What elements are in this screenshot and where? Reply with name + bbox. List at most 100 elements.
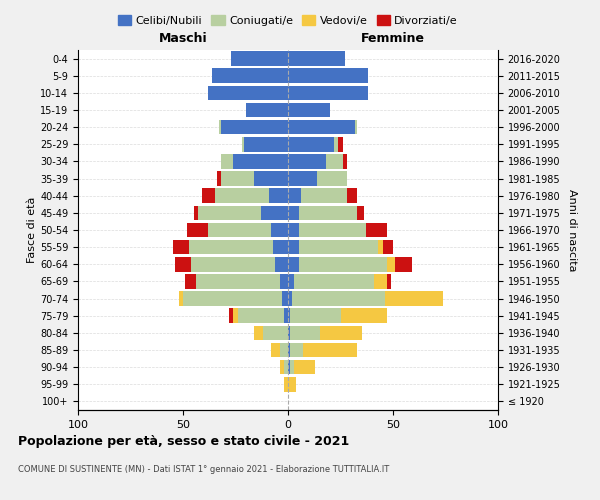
Bar: [288, 308, 290, 323]
Bar: [271, 222, 288, 238]
Bar: [282, 292, 288, 306]
Bar: [288, 257, 299, 272]
Bar: [295, 274, 374, 288]
Bar: [288, 154, 326, 168]
Bar: [232, 52, 288, 66]
Bar: [374, 274, 387, 288]
Bar: [288, 240, 299, 254]
Bar: [288, 292, 292, 306]
Bar: [208, 222, 271, 238]
Bar: [343, 154, 347, 168]
Bar: [187, 222, 208, 238]
Bar: [280, 342, 288, 357]
Bar: [366, 222, 387, 238]
Legend: Celibi/Nubili, Coniugati/e, Vedovi/e, Divorziati/e: Celibi/Nubili, Coniugati/e, Vedovi/e, Di…: [113, 10, 463, 30]
Bar: [233, 154, 288, 168]
Bar: [334, 137, 338, 152]
Bar: [299, 257, 387, 272]
Bar: [288, 172, 317, 186]
Bar: [387, 274, 391, 288]
Bar: [217, 172, 221, 186]
Bar: [358, 206, 364, 220]
Bar: [183, 292, 282, 306]
Bar: [326, 154, 343, 168]
Y-axis label: Anni di nascita: Anni di nascita: [567, 188, 577, 271]
Bar: [244, 137, 288, 152]
Bar: [355, 120, 358, 134]
Bar: [246, 102, 288, 118]
Bar: [233, 308, 238, 323]
Bar: [280, 274, 288, 288]
Bar: [299, 222, 366, 238]
Bar: [280, 360, 284, 374]
Bar: [221, 120, 288, 134]
Bar: [193, 206, 198, 220]
Bar: [288, 342, 290, 357]
Bar: [218, 120, 221, 134]
Bar: [254, 172, 288, 186]
Text: COMUNE DI SUSTINENTE (MN) - Dati ISTAT 1° gennaio 2021 - Elaborazione TUTTITALIA: COMUNE DI SUSTINENTE (MN) - Dati ISTAT 1…: [18, 465, 389, 474]
Bar: [341, 308, 387, 323]
Bar: [290, 326, 320, 340]
Bar: [221, 154, 233, 168]
Bar: [190, 240, 274, 254]
Bar: [175, 257, 191, 272]
Bar: [290, 308, 341, 323]
Bar: [229, 308, 233, 323]
Bar: [295, 360, 316, 374]
Bar: [254, 326, 263, 340]
Bar: [172, 240, 189, 254]
Bar: [288, 360, 290, 374]
Text: Maschi: Maschi: [158, 32, 208, 45]
Bar: [347, 188, 358, 203]
Bar: [288, 68, 368, 83]
Bar: [292, 292, 385, 306]
Bar: [385, 292, 443, 306]
Text: Femmine: Femmine: [361, 32, 425, 45]
Bar: [284, 377, 288, 392]
Bar: [299, 240, 379, 254]
Bar: [288, 137, 334, 152]
Bar: [299, 206, 358, 220]
Bar: [288, 102, 330, 118]
Bar: [260, 206, 288, 220]
Bar: [242, 137, 244, 152]
Bar: [303, 342, 358, 357]
Bar: [269, 188, 288, 203]
Bar: [198, 206, 260, 220]
Bar: [275, 257, 288, 272]
Bar: [284, 360, 288, 374]
Bar: [288, 86, 368, 100]
Bar: [284, 308, 288, 323]
Bar: [288, 188, 301, 203]
Bar: [271, 342, 280, 357]
Bar: [379, 240, 383, 254]
Bar: [338, 137, 343, 152]
Bar: [215, 188, 269, 203]
Bar: [288, 274, 295, 288]
Bar: [191, 257, 275, 272]
Y-axis label: Fasce di età: Fasce di età: [27, 197, 37, 263]
Bar: [288, 52, 345, 66]
Bar: [202, 188, 215, 203]
Bar: [288, 206, 299, 220]
Bar: [290, 342, 303, 357]
Bar: [301, 188, 347, 203]
Bar: [179, 292, 183, 306]
Bar: [288, 120, 355, 134]
Bar: [288, 326, 290, 340]
Bar: [383, 240, 393, 254]
Bar: [317, 172, 347, 186]
Bar: [387, 257, 395, 272]
Bar: [288, 377, 296, 392]
Bar: [320, 326, 361, 340]
Bar: [221, 172, 254, 186]
Bar: [196, 274, 280, 288]
Bar: [212, 68, 288, 83]
Bar: [238, 308, 284, 323]
Bar: [274, 240, 288, 254]
Bar: [288, 222, 299, 238]
Bar: [263, 326, 288, 340]
Bar: [290, 360, 295, 374]
Text: Popolazione per età, sesso e stato civile - 2021: Popolazione per età, sesso e stato civil…: [18, 435, 349, 448]
